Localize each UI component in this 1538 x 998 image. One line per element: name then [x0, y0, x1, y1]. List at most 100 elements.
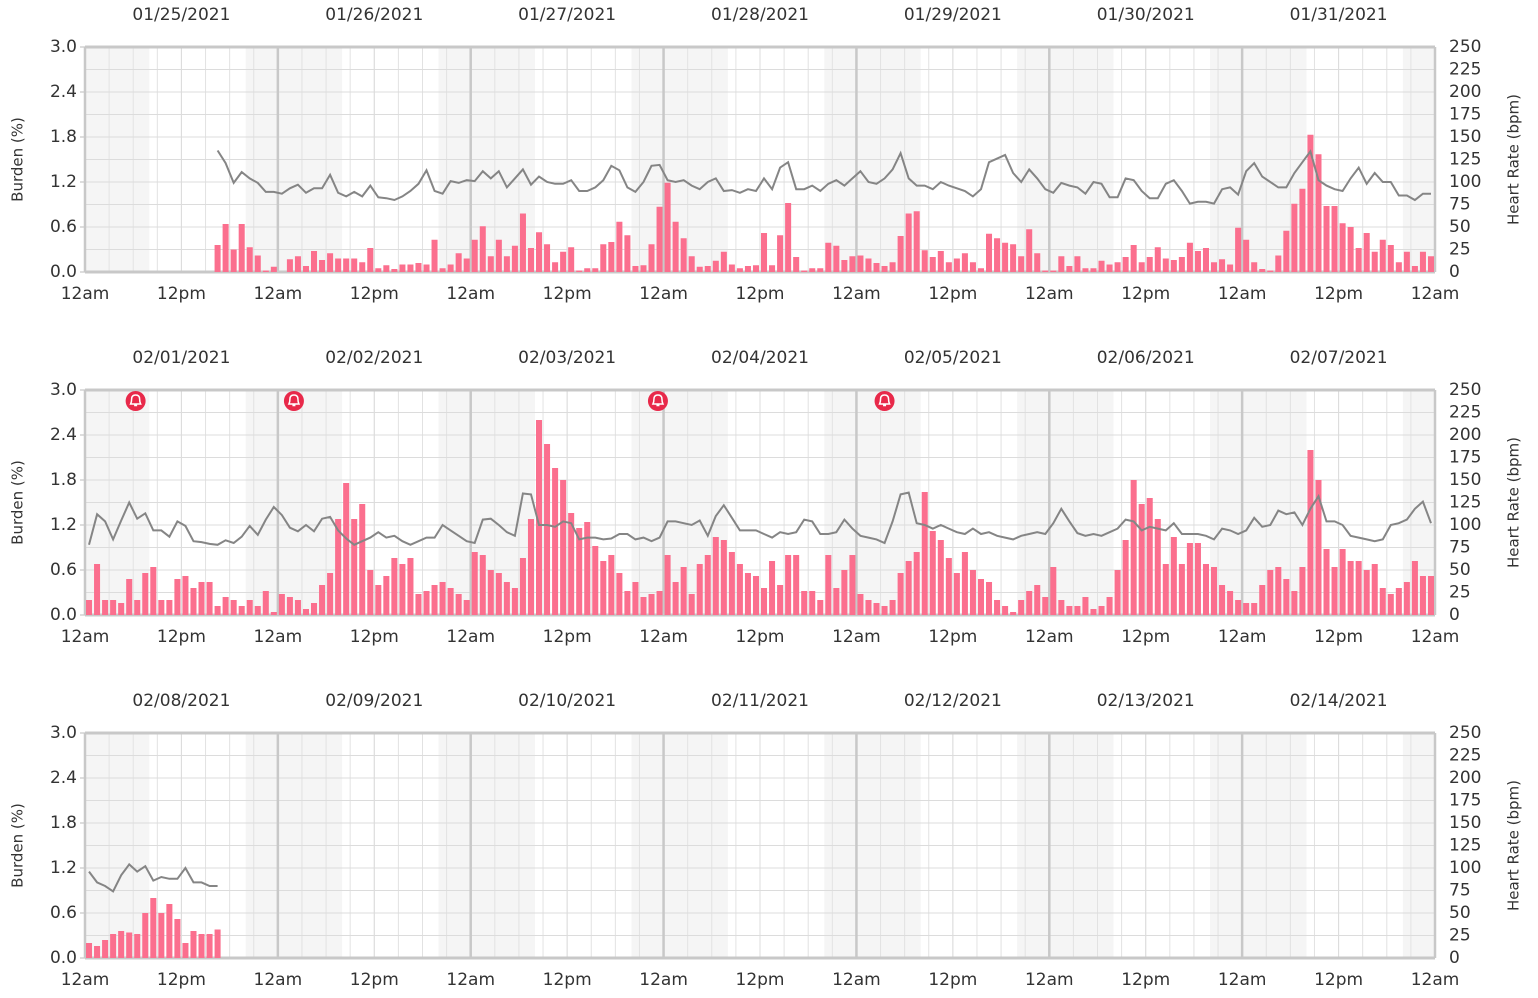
bar [1146, 498, 1153, 615]
bar [351, 258, 358, 272]
bar [1387, 594, 1394, 615]
bar [335, 519, 342, 615]
bar [407, 264, 414, 272]
bar [1331, 206, 1338, 272]
bar [511, 588, 518, 615]
x-tick-label: 12am [446, 970, 495, 990]
bar [479, 555, 486, 615]
bar [1427, 256, 1434, 272]
bar [1066, 266, 1073, 272]
bar [1082, 597, 1089, 615]
y2-tick-label: 25 [1449, 926, 1471, 946]
y-tick-label: 1.2 [50, 172, 77, 192]
date-label: 02/03/2021 [518, 348, 616, 368]
date-label: 02/06/2021 [1097, 348, 1195, 368]
y-tick-label: 1.8 [50, 470, 77, 490]
bar [286, 259, 293, 272]
bar [1299, 567, 1306, 615]
bar [1291, 203, 1298, 272]
date-label: 02/10/2021 [518, 691, 616, 711]
x-tick-label: 12pm [1121, 627, 1170, 647]
alert-marker [125, 391, 146, 411]
y-tick-label: 0.0 [50, 262, 77, 282]
alert-bell [287, 394, 301, 407]
bar [728, 552, 735, 615]
bar [712, 537, 719, 615]
y2-tick-label: 225 [1449, 60, 1481, 80]
bar [1211, 262, 1218, 272]
bar [158, 913, 165, 958]
y2-tick-label: 0 [1449, 605, 1460, 625]
bar [793, 555, 800, 615]
bar [455, 253, 462, 272]
bar [359, 262, 366, 272]
bar [937, 251, 944, 272]
alert-marker [283, 391, 304, 411]
bar [1074, 256, 1081, 272]
alert-circle [125, 391, 146, 411]
bar [624, 235, 631, 272]
bar [592, 268, 599, 272]
x-tick-label: 12am [1411, 970, 1460, 990]
x-tick-label: 12pm [350, 970, 399, 990]
bar [238, 606, 245, 615]
bar [761, 588, 768, 615]
date-label: 01/31/2021 [1290, 5, 1388, 25]
bar [206, 934, 213, 958]
bar [431, 239, 438, 272]
x-tick-label: 12am [639, 627, 688, 647]
date-label: 02/08/2021 [132, 691, 230, 711]
bar [777, 585, 784, 615]
alert-bell [651, 394, 665, 407]
bar [254, 255, 261, 272]
bar [174, 919, 181, 958]
y2-tick-label: 75 [1449, 881, 1471, 901]
bar [327, 253, 334, 272]
bar [1050, 270, 1057, 272]
bar [1315, 480, 1322, 615]
y2-tick-label: 50 [1449, 560, 1471, 580]
bar [1427, 576, 1434, 615]
bar [857, 594, 864, 615]
bar [672, 582, 679, 615]
bar [527, 248, 534, 272]
bar [744, 573, 751, 615]
bar [736, 564, 743, 615]
x-tick-label: 12am [1218, 284, 1267, 304]
bar [319, 260, 326, 272]
date-label: 02/07/2021 [1290, 348, 1388, 368]
bar [1419, 251, 1426, 272]
bar [809, 591, 816, 615]
x-tick-label: 12pm [543, 970, 592, 990]
bar [190, 588, 197, 615]
bar [576, 528, 583, 615]
alert-bell [878, 394, 891, 407]
bar [1034, 585, 1041, 615]
bar [696, 564, 703, 615]
x-tick-label: 12am [254, 970, 303, 990]
y2-tick-label: 250 [1449, 37, 1481, 57]
bar [552, 468, 559, 615]
bar [1178, 564, 1185, 615]
bar [752, 265, 759, 272]
bar [1154, 247, 1161, 272]
bar [343, 483, 350, 615]
bar [752, 576, 759, 615]
date-label: 02/01/2021 [132, 348, 230, 368]
bar [94, 946, 101, 958]
bar [391, 269, 398, 272]
bar [841, 260, 848, 272]
y-tick-label: 3.0 [50, 723, 77, 743]
bar [1355, 561, 1362, 615]
bar [1371, 564, 1378, 615]
bar [544, 444, 551, 615]
bar [600, 561, 607, 615]
y2-tick-label: 200 [1449, 82, 1481, 102]
bar [1202, 248, 1209, 272]
x-tick-label: 12pm [736, 627, 785, 647]
bar [1122, 540, 1129, 615]
bar [1106, 597, 1113, 615]
bar [126, 932, 133, 958]
bar [656, 206, 663, 272]
bar [286, 597, 293, 615]
